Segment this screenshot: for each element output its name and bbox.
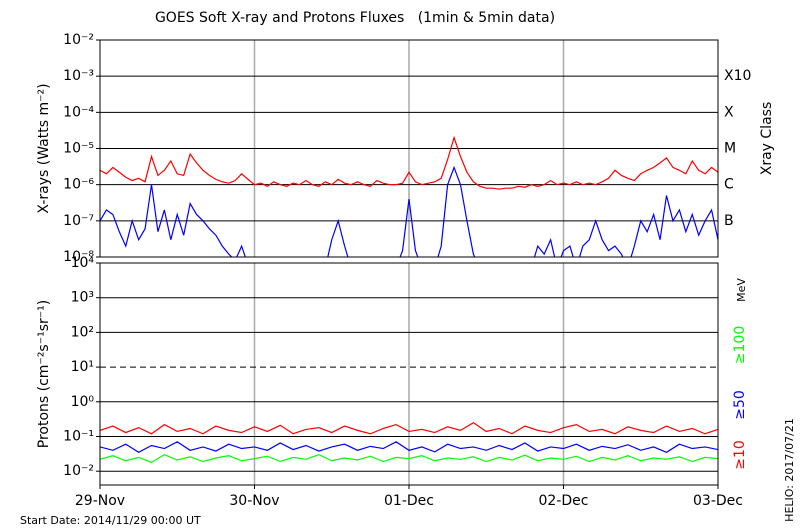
y-tick-label: 10² xyxy=(71,324,94,340)
y-tick-label: 10⁻⁵ xyxy=(63,141,94,157)
x-tick-label: 29-Nov xyxy=(75,493,125,509)
plot-frame xyxy=(99,39,719,258)
x-tick-label: 30-Nov xyxy=(229,493,279,509)
legend-label: ≥50 xyxy=(732,390,748,420)
series-line xyxy=(100,453,718,463)
y-tick-label: 10⁴ xyxy=(71,255,95,271)
series-line xyxy=(100,165,718,257)
y-axis-label: Protons (cm⁻²s⁻¹sr⁻¹) xyxy=(36,300,52,449)
series-line xyxy=(100,441,718,454)
legend-label: ≥100 xyxy=(732,326,748,364)
class-label: X10 xyxy=(724,68,751,84)
legend-label: ≥10 xyxy=(732,440,748,470)
x-tick-label: 03-Dec xyxy=(693,493,743,509)
y-tick-label: 10³ xyxy=(71,290,94,306)
credit: HELIO: 2017/07/21 xyxy=(783,418,796,522)
class-label: B xyxy=(724,213,734,229)
y-tick-label: 10⁻⁴ xyxy=(63,104,94,120)
y-axis-label-right: Xray Class xyxy=(759,102,775,176)
footer: Start Date: 2014/11/29 00:00 UT xyxy=(20,514,201,527)
y-tick-label: 10⁻¹ xyxy=(63,428,94,444)
series-line xyxy=(100,421,718,435)
legend-title: MeV xyxy=(735,278,748,302)
y-tick-label: 10⁻³ xyxy=(63,68,94,84)
y-tick-label: 10¹ xyxy=(71,359,94,375)
x-tick-label: 01-Dec xyxy=(384,493,434,509)
y-axis-label: X-rays (Watts m⁻²) xyxy=(36,83,52,213)
y-tick-label: 10⁻² xyxy=(63,32,94,48)
class-label: C xyxy=(724,177,734,193)
class-label: X xyxy=(724,104,734,120)
y-tick-label: 10⁰ xyxy=(71,394,95,410)
x-tick-label: 02-Dec xyxy=(539,493,589,509)
y-tick-label: 10⁻⁷ xyxy=(63,213,94,229)
y-tick-label: 10⁻⁸ xyxy=(63,249,94,265)
y-tick-label: 10⁻² xyxy=(63,463,94,479)
y-tick-label: 10⁻⁶ xyxy=(63,177,94,193)
class-label: M xyxy=(724,141,736,157)
chart-title: GOES Soft X-ray and Protons Fluxes (1min… xyxy=(155,10,555,26)
series-line xyxy=(100,135,718,190)
